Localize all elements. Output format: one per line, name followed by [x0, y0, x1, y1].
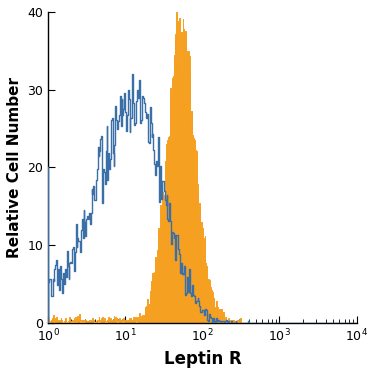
- Y-axis label: Relative Cell Number: Relative Cell Number: [7, 77, 22, 258]
- X-axis label: Leptin R: Leptin R: [164, 350, 241, 368]
